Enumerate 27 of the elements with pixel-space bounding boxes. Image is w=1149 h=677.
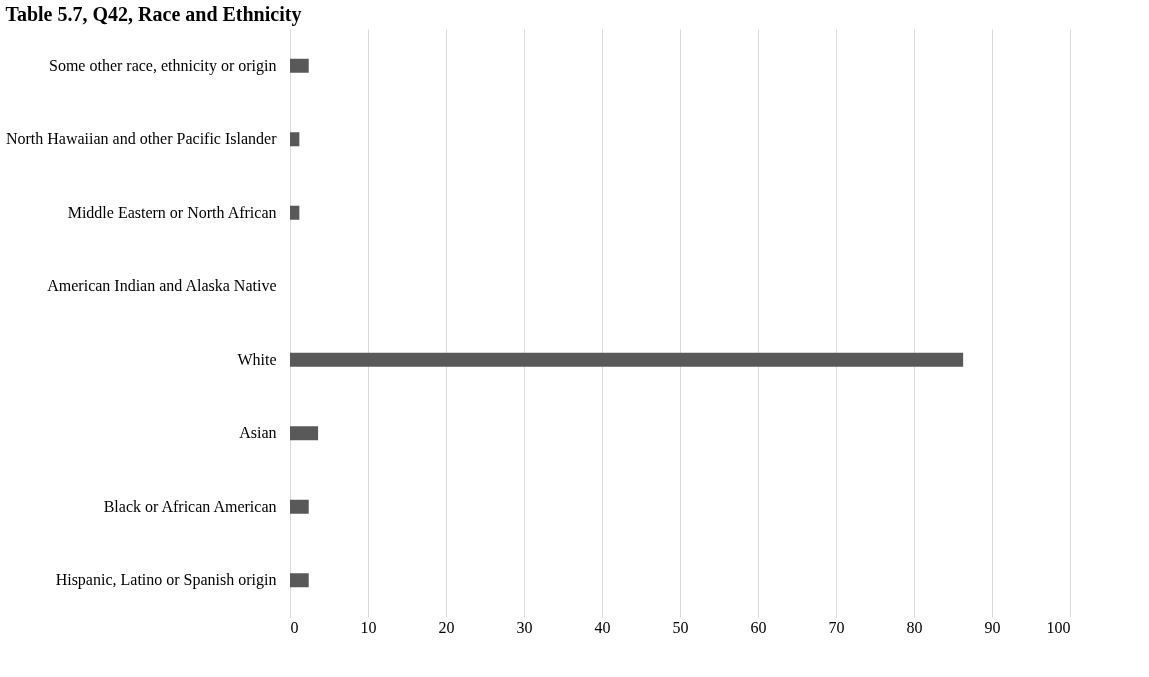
bar <box>290 426 319 441</box>
x-tick-label: 30 <box>516 618 533 636</box>
x-tick-label: 50 <box>672 618 689 636</box>
x-tick-label: 20 <box>438 618 455 636</box>
x-tick-label: 0 <box>290 618 299 636</box>
x-tick-label: 90 <box>984 618 1001 636</box>
bar <box>290 132 300 147</box>
chart-title: Table 5.7, Q42, Race and Ethnicity <box>5 3 302 26</box>
x-tick-label: 60 <box>750 618 767 636</box>
bar <box>290 205 300 220</box>
bar <box>290 573 309 588</box>
y-tick-label: Some other race, ethnicity or origin <box>49 56 277 75</box>
x-tick-label: 100 <box>1046 618 1071 636</box>
y-tick-label: North Hawaiian and other Pacific Islander <box>5 130 278 148</box>
y-tick-label: Asian <box>239 424 277 442</box>
bar <box>290 499 309 514</box>
y-tick-label: White <box>237 350 277 368</box>
y-tick-label: American Indian and Alaska Native <box>47 277 277 295</box>
x-tick-label: 40 <box>594 618 611 636</box>
x-tick-label: 80 <box>906 618 923 636</box>
y-tick-label: Middle Eastern or North African <box>67 203 277 221</box>
x-tick-label: 70 <box>828 618 845 636</box>
x-tick-label: 10 <box>360 618 377 636</box>
y-tick-label: Black or African American <box>103 497 277 515</box>
bar <box>290 352 964 367</box>
bar <box>290 58 309 73</box>
y-tick-label: Hispanic, Latino or Spanish origin <box>55 571 277 590</box>
